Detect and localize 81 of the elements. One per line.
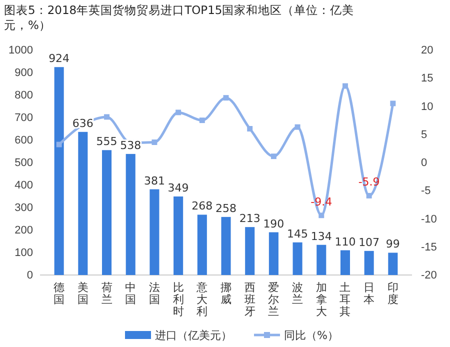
data-label: 555 (96, 135, 118, 148)
y2-tick-label: 5 (421, 128, 428, 141)
point (223, 95, 229, 101)
x-tick-label: 日本 (364, 281, 375, 306)
data-label: -5.9 (358, 176, 380, 189)
x-tick-label: 印度 (387, 281, 398, 306)
y2-tick-label: -10 (421, 213, 437, 226)
x-tick-label: 挪威 (220, 281, 232, 306)
bar (150, 189, 160, 275)
y2-tick-label: 15 (421, 72, 434, 85)
point (247, 126, 253, 132)
x-tick-label: 法国 (148, 281, 160, 306)
bar (221, 216, 231, 275)
data-label: 258 (216, 202, 236, 215)
point (390, 100, 396, 106)
point (104, 114, 110, 120)
y-tick-label: 800 (14, 90, 33, 102)
bar (268, 232, 278, 275)
point (176, 110, 182, 116)
bar (245, 227, 255, 275)
x-tick-label: 西班牙 (244, 281, 256, 318)
x-tick-label: 德国 (54, 281, 65, 306)
data-label: -9.4 (310, 195, 332, 208)
data-label: 134 (310, 230, 332, 243)
x-tick-label: 土耳其 (340, 281, 351, 318)
bar (292, 242, 302, 275)
data-label: 107 (358, 236, 380, 249)
data-label: 349 (168, 181, 189, 194)
y2-tick-label: -5 (421, 185, 431, 198)
y-tick-label: 1000 (8, 44, 33, 57)
point (366, 192, 372, 198)
data-label: 190 (263, 217, 284, 230)
data-label: 99 (386, 238, 400, 251)
y-tick-label: 200 (14, 224, 33, 237)
y-tick-label: 500 (14, 157, 33, 170)
y-tick-label: 300 (14, 202, 33, 214)
x-tick-label: 波兰 (292, 281, 304, 306)
bar (174, 196, 184, 275)
y-tick-label: 100 (14, 247, 33, 260)
y-tick-label: 600 (14, 134, 33, 147)
x-tick-label: 爱尔兰 (268, 281, 280, 318)
y2-tick-label: 0 (421, 157, 428, 170)
bar (102, 150, 112, 275)
bar (54, 67, 64, 275)
x-tick-label: 美国 (77, 281, 88, 306)
y-tick-label: 900 (14, 67, 33, 80)
legend-label: 同比（%） (284, 329, 338, 342)
bar (78, 132, 88, 275)
point (318, 212, 324, 218)
chart-title: 图表5：2018年英国货物贸易进口TOP15国家和地区（单位：亿美元，%） (4, 3, 354, 32)
data-label: 381 (144, 174, 165, 188)
x-tick-label: 意大利 (196, 281, 208, 318)
bar (316, 244, 326, 275)
bar (388, 252, 398, 275)
bar (364, 250, 374, 275)
x-tick-label: 荷兰 (101, 281, 112, 306)
y2-tick-label: -15 (421, 241, 437, 254)
bar (340, 250, 350, 275)
y2-tick-label: -20 (421, 270, 437, 282)
point (152, 140, 158, 145)
x-tick-label: 加拿大 (316, 281, 327, 318)
legend-label: 进口（亿美元） (155, 329, 232, 342)
point (342, 83, 348, 89)
y2-tick-label: 10 (421, 100, 434, 113)
data-label: 924 (48, 52, 70, 66)
bar (126, 154, 136, 275)
bar (197, 214, 207, 275)
data-label: 145 (287, 227, 308, 240)
point (270, 154, 276, 160)
data-label: 110 (334, 235, 356, 248)
y-tick-label: 400 (14, 180, 33, 192)
point (294, 124, 300, 130)
y-tick-label: 0 (26, 270, 33, 282)
data-label: 268 (192, 200, 213, 213)
x-tick-label: 比利时 (172, 281, 184, 318)
point (56, 142, 62, 148)
point (199, 118, 205, 124)
x-tick-label: 中国 (125, 281, 136, 306)
y2-tick-label: 20 (421, 44, 434, 57)
y-tick-label: 700 (14, 112, 33, 124)
data-label: 213 (239, 212, 260, 226)
